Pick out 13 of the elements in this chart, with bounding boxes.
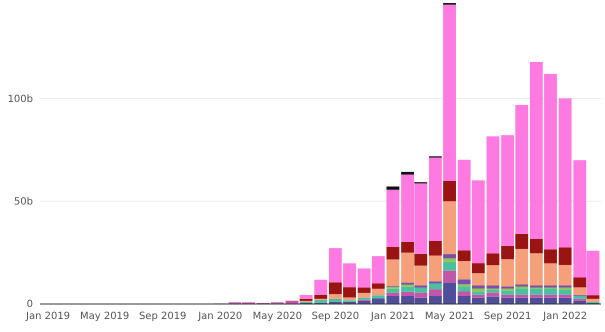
y-tick-label: 100b bbox=[8, 94, 33, 105]
x-tick-label: Jan 2020 bbox=[197, 311, 242, 322]
x-tick-label: May 2021 bbox=[424, 311, 474, 322]
x-tick-label: Sep 2021 bbox=[484, 311, 532, 322]
x-tick-label: Sep 2019 bbox=[138, 311, 186, 322]
x-tick-label: May 2020 bbox=[252, 311, 302, 322]
x-tick-label: Sep 2020 bbox=[312, 311, 360, 322]
x-tick-label: May 2019 bbox=[80, 311, 130, 322]
y-tick-label: 0 bbox=[26, 299, 33, 310]
y-tick-label: 50b bbox=[14, 196, 33, 208]
x-tick-label: Jan 2021 bbox=[370, 311, 415, 322]
x-tick-label: Jan 2022 bbox=[542, 311, 588, 322]
x-tick-label: Jan 2019 bbox=[25, 311, 70, 322]
